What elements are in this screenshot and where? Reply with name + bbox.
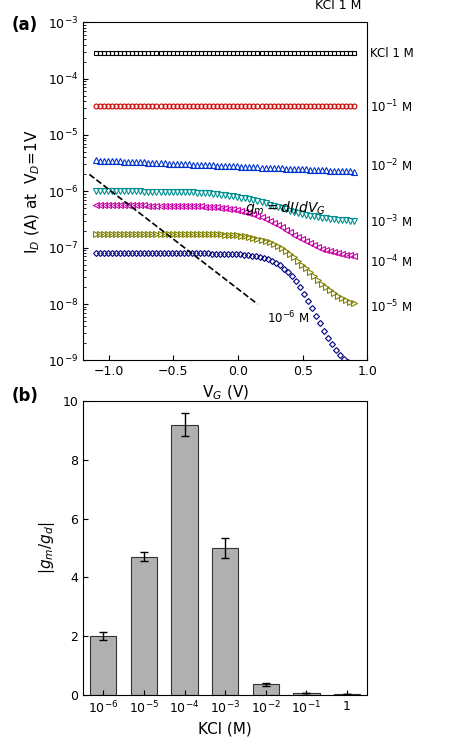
Text: $g_m = dI / dV_G$: $g_m = dI / dV_G$ bbox=[245, 199, 325, 217]
Text: 10$^{-6}$ M: 10$^{-6}$ M bbox=[266, 310, 309, 326]
Text: 10$^{-3}$ M: 10$^{-3}$ M bbox=[370, 214, 412, 230]
Text: (b): (b) bbox=[12, 386, 39, 404]
Bar bbox=[90, 636, 117, 695]
Text: (a): (a) bbox=[12, 16, 38, 33]
Text: 10$^{-1}$ M: 10$^{-1}$ M bbox=[370, 99, 412, 115]
Text: 10$^{-5}$ M: 10$^{-5}$ M bbox=[370, 299, 412, 315]
Bar bbox=[253, 684, 279, 695]
Y-axis label: I$_D$ (A) at  V$_D$=1V: I$_D$ (A) at V$_D$=1V bbox=[24, 129, 42, 253]
Text: KCl 1 M: KCl 1 M bbox=[370, 47, 414, 59]
Text: 10$^{-2}$ M: 10$^{-2}$ M bbox=[370, 158, 412, 175]
Bar bbox=[171, 425, 198, 695]
X-axis label: V$_G$ (V): V$_G$ (V) bbox=[201, 384, 249, 402]
Bar bbox=[293, 693, 319, 695]
Bar bbox=[131, 557, 157, 695]
Y-axis label: $|g_m / g_d|$: $|g_m / g_d|$ bbox=[36, 522, 57, 574]
X-axis label: KCl (M): KCl (M) bbox=[198, 721, 252, 737]
Bar bbox=[212, 548, 238, 695]
Text: 10$^{-4}$ M: 10$^{-4}$ M bbox=[370, 253, 412, 270]
Text: KCl 1 M: KCl 1 M bbox=[315, 0, 362, 12]
